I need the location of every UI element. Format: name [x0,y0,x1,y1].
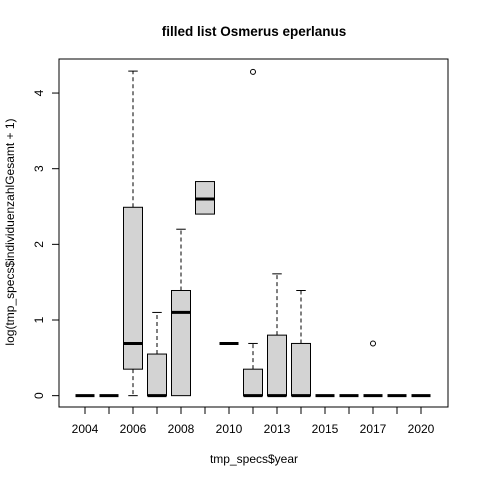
y-tick-label: 1 [32,316,46,323]
x-tick-label: 2020 [408,422,435,436]
box-2006 [123,70,143,397]
boxes-group [75,68,431,398]
y-axis-label: log(tmp_specs$individuenzahlGesamt + 1) [3,118,17,345]
box-iqr [267,334,287,397]
y-tick-label: 3 [32,165,46,172]
box-iqr [123,206,143,370]
x-tick-label: 2008 [168,422,195,436]
box-2017 [363,340,383,398]
box-2007 [147,311,167,398]
x-axis: 2004 2006 2008 2010 2013 2015 2017 2020 [72,406,435,436]
chart-title: filled list Osmerus eperlanus [162,24,347,39]
x-tick-label: 2010 [216,422,243,436]
outlier-point [370,340,376,347]
x-tick-label: 2013 [264,422,291,436]
box-2013 [267,273,287,398]
box-iqr [171,289,191,397]
x-axis-label: tmp_specs$year [210,452,298,466]
y-axis: 0 1 2 3 4 [32,89,60,399]
x-tick-label: 2015 [312,422,339,436]
y-tick-label: 4 [32,89,46,96]
box-2009 [195,181,215,215]
x-tick-label: 2004 [72,422,99,436]
box-iqr [243,368,263,397]
outlier-point [250,68,256,75]
x-tick-label: 2006 [120,422,147,436]
box-2008 [171,228,191,397]
box-iqr [291,342,311,397]
box-iqr [147,353,167,397]
y-tick-label: 2 [32,241,46,248]
box-2012 [243,68,263,398]
box-2014 [291,289,311,398]
y-tick-label: 0 [32,392,46,399]
x-tick-label: 2017 [360,422,387,436]
